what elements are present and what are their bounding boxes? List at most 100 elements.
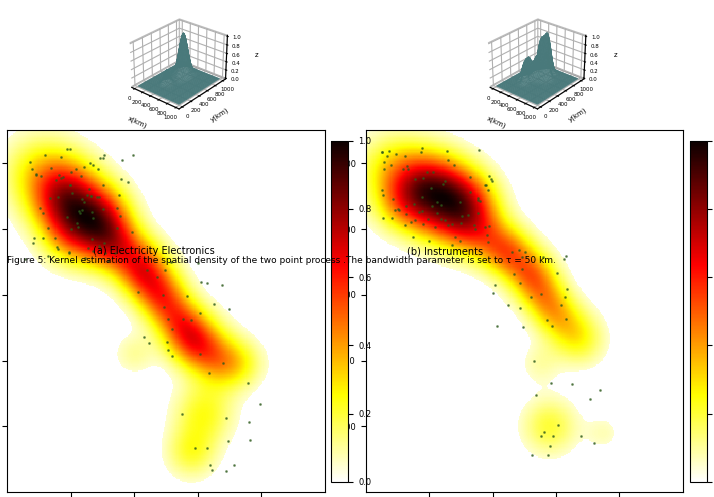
Point	[456, 212, 467, 220]
Point	[66, 168, 77, 176]
Point	[87, 162, 99, 169]
Point	[441, 148, 453, 156]
Point	[513, 246, 525, 254]
Point	[547, 322, 558, 330]
Point	[242, 379, 253, 387]
Point	[87, 214, 99, 222]
Point	[376, 148, 388, 156]
Point	[487, 289, 498, 297]
Point	[34, 204, 46, 212]
Point	[464, 173, 476, 181]
Point	[446, 220, 458, 228]
Point	[243, 435, 255, 443]
X-axis label: x(km): x(km)	[486, 115, 507, 130]
Point	[201, 279, 213, 287]
Point	[427, 168, 438, 176]
Point	[79, 198, 90, 206]
Point	[558, 255, 570, 263]
Point	[416, 207, 428, 215]
Point	[79, 254, 91, 262]
Point	[439, 177, 451, 185]
Point	[222, 437, 233, 445]
Point	[442, 221, 453, 229]
Point	[98, 181, 109, 189]
Point	[114, 191, 125, 199]
Point	[166, 352, 178, 360]
Point	[506, 248, 518, 255]
Point	[516, 252, 528, 260]
Point	[98, 151, 109, 159]
Point	[26, 165, 38, 173]
Point	[378, 158, 390, 166]
Point	[390, 150, 401, 158]
Point	[455, 237, 466, 245]
Point	[93, 242, 104, 250]
Point	[208, 300, 220, 308]
Point	[220, 467, 231, 475]
Point	[555, 301, 566, 309]
Point	[545, 442, 556, 450]
Point	[223, 306, 235, 314]
Point	[71, 165, 82, 173]
Point	[456, 219, 467, 227]
Point	[449, 234, 461, 242]
Point	[159, 303, 170, 311]
Point	[548, 432, 559, 440]
Point	[111, 224, 123, 232]
Point	[30, 170, 41, 178]
Point	[519, 248, 531, 256]
Point	[376, 186, 388, 194]
Point	[473, 146, 484, 154]
Point	[430, 223, 441, 231]
Point	[438, 180, 449, 188]
Point	[85, 192, 96, 200]
Point	[491, 322, 503, 330]
Point	[584, 395, 595, 403]
Point	[220, 414, 231, 422]
Point	[409, 216, 421, 224]
Point	[516, 265, 528, 273]
Point	[133, 288, 144, 296]
Point	[72, 223, 84, 231]
Point	[530, 392, 541, 400]
Point	[416, 148, 427, 156]
Y-axis label: y(km): y(km)	[568, 106, 588, 123]
Point	[151, 273, 163, 281]
Point	[474, 196, 486, 204]
Point	[254, 400, 266, 408]
Point	[473, 209, 484, 217]
Point	[86, 235, 98, 243]
Point	[92, 165, 104, 172]
Point	[84, 159, 96, 167]
Point	[378, 214, 389, 222]
Point	[45, 164, 56, 172]
Point	[97, 154, 109, 162]
Point	[455, 198, 466, 206]
Point	[402, 166, 413, 173]
Point	[161, 338, 173, 346]
Point	[575, 431, 586, 439]
Point	[64, 248, 75, 256]
Point	[56, 174, 67, 182]
Point	[479, 223, 491, 231]
Point	[386, 214, 398, 222]
Point	[392, 205, 403, 213]
Point	[408, 200, 420, 208]
Point	[84, 185, 95, 193]
Point	[71, 219, 82, 227]
Point	[503, 301, 514, 309]
Point	[468, 221, 480, 229]
Point	[538, 428, 549, 436]
Point	[551, 269, 563, 277]
Point	[201, 444, 213, 452]
Point	[24, 159, 36, 166]
Point	[543, 451, 554, 459]
Point	[43, 224, 54, 232]
Text: (b) Instruments: (b) Instruments	[407, 246, 483, 256]
Point	[393, 206, 405, 214]
Point	[98, 205, 109, 213]
Point	[99, 240, 110, 248]
Point	[86, 208, 98, 216]
Point	[216, 281, 228, 289]
Point	[53, 193, 64, 201]
